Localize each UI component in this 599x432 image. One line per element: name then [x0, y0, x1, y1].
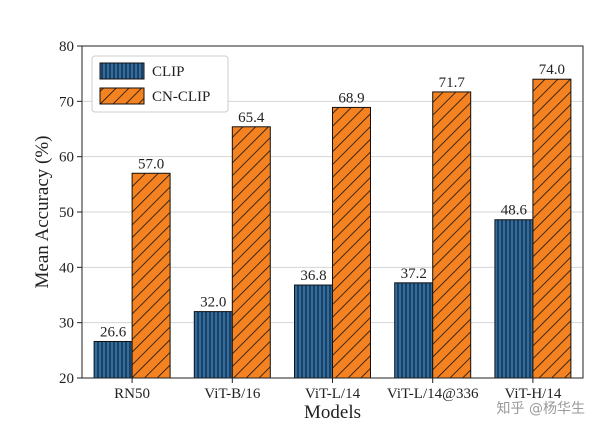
y-tick-label: 70 [59, 94, 74, 110]
legend-label: CN-CLIP [152, 89, 210, 105]
data-label: 57.0 [138, 156, 164, 172]
y-tick-label: 50 [59, 205, 74, 221]
legend-swatch-clip [99, 62, 145, 80]
data-label: 71.7 [439, 75, 466, 91]
bar-cn-clip [432, 91, 472, 379]
bar-clip [294, 284, 333, 379]
bar-cn-clip [332, 106, 371, 379]
bar-clip [93, 340, 133, 379]
data-label: 65.4 [238, 110, 265, 126]
y-tick-label: 20 [59, 371, 74, 387]
axes: 20 30 40 50 60 70 80 RN50 ViT-B/16 ViT-L/14 ViT-L/… [59, 39, 584, 402]
y-axis-label: Mean Accuracy (%) [32, 136, 53, 289]
legend-swatch-cn-clip [99, 87, 145, 105]
data-label: 48.6 [501, 203, 528, 219]
x-tick-label: ViT-L/14@336 [387, 386, 479, 402]
data-label: 37.2 [401, 266, 427, 282]
bar-clip [394, 282, 434, 379]
legend-label: CLIP [152, 64, 185, 80]
bar-cn-clip [532, 78, 572, 379]
y-tick-label: 30 [59, 316, 74, 332]
data-label: 26.6 [100, 324, 127, 340]
x-tick-label: ViT-L/14 [305, 386, 361, 402]
data-label: 68.9 [338, 90, 364, 106]
bar-cn-clip [131, 172, 171, 379]
y-tick-label: 40 [59, 260, 74, 276]
x-tick-label: ViT-B/16 [204, 386, 261, 402]
x-tick-label: RN50 [114, 386, 150, 402]
bar-cn-clip [231, 126, 271, 379]
y-tick-label: 80 [59, 39, 74, 55]
data-label: 36.8 [300, 268, 326, 284]
bar-clip [193, 311, 233, 379]
watermark: 知乎 @杨华生 [496, 401, 585, 417]
data-label: 74.0 [539, 62, 565, 78]
data-label: 32.0 [200, 295, 226, 311]
bars: 26.6 57.0 32.0 65.4 36.8 68.9 37.2 71.7 48.6 74.0 [93, 62, 572, 379]
legend: CLIP CN-CLIP [91, 55, 229, 113]
y-tick-label: 60 [59, 150, 74, 166]
x-axis-label: Models [304, 402, 361, 423]
bar-clip [494, 219, 534, 379]
x-tick-label: ViT-H/14 [504, 386, 561, 402]
